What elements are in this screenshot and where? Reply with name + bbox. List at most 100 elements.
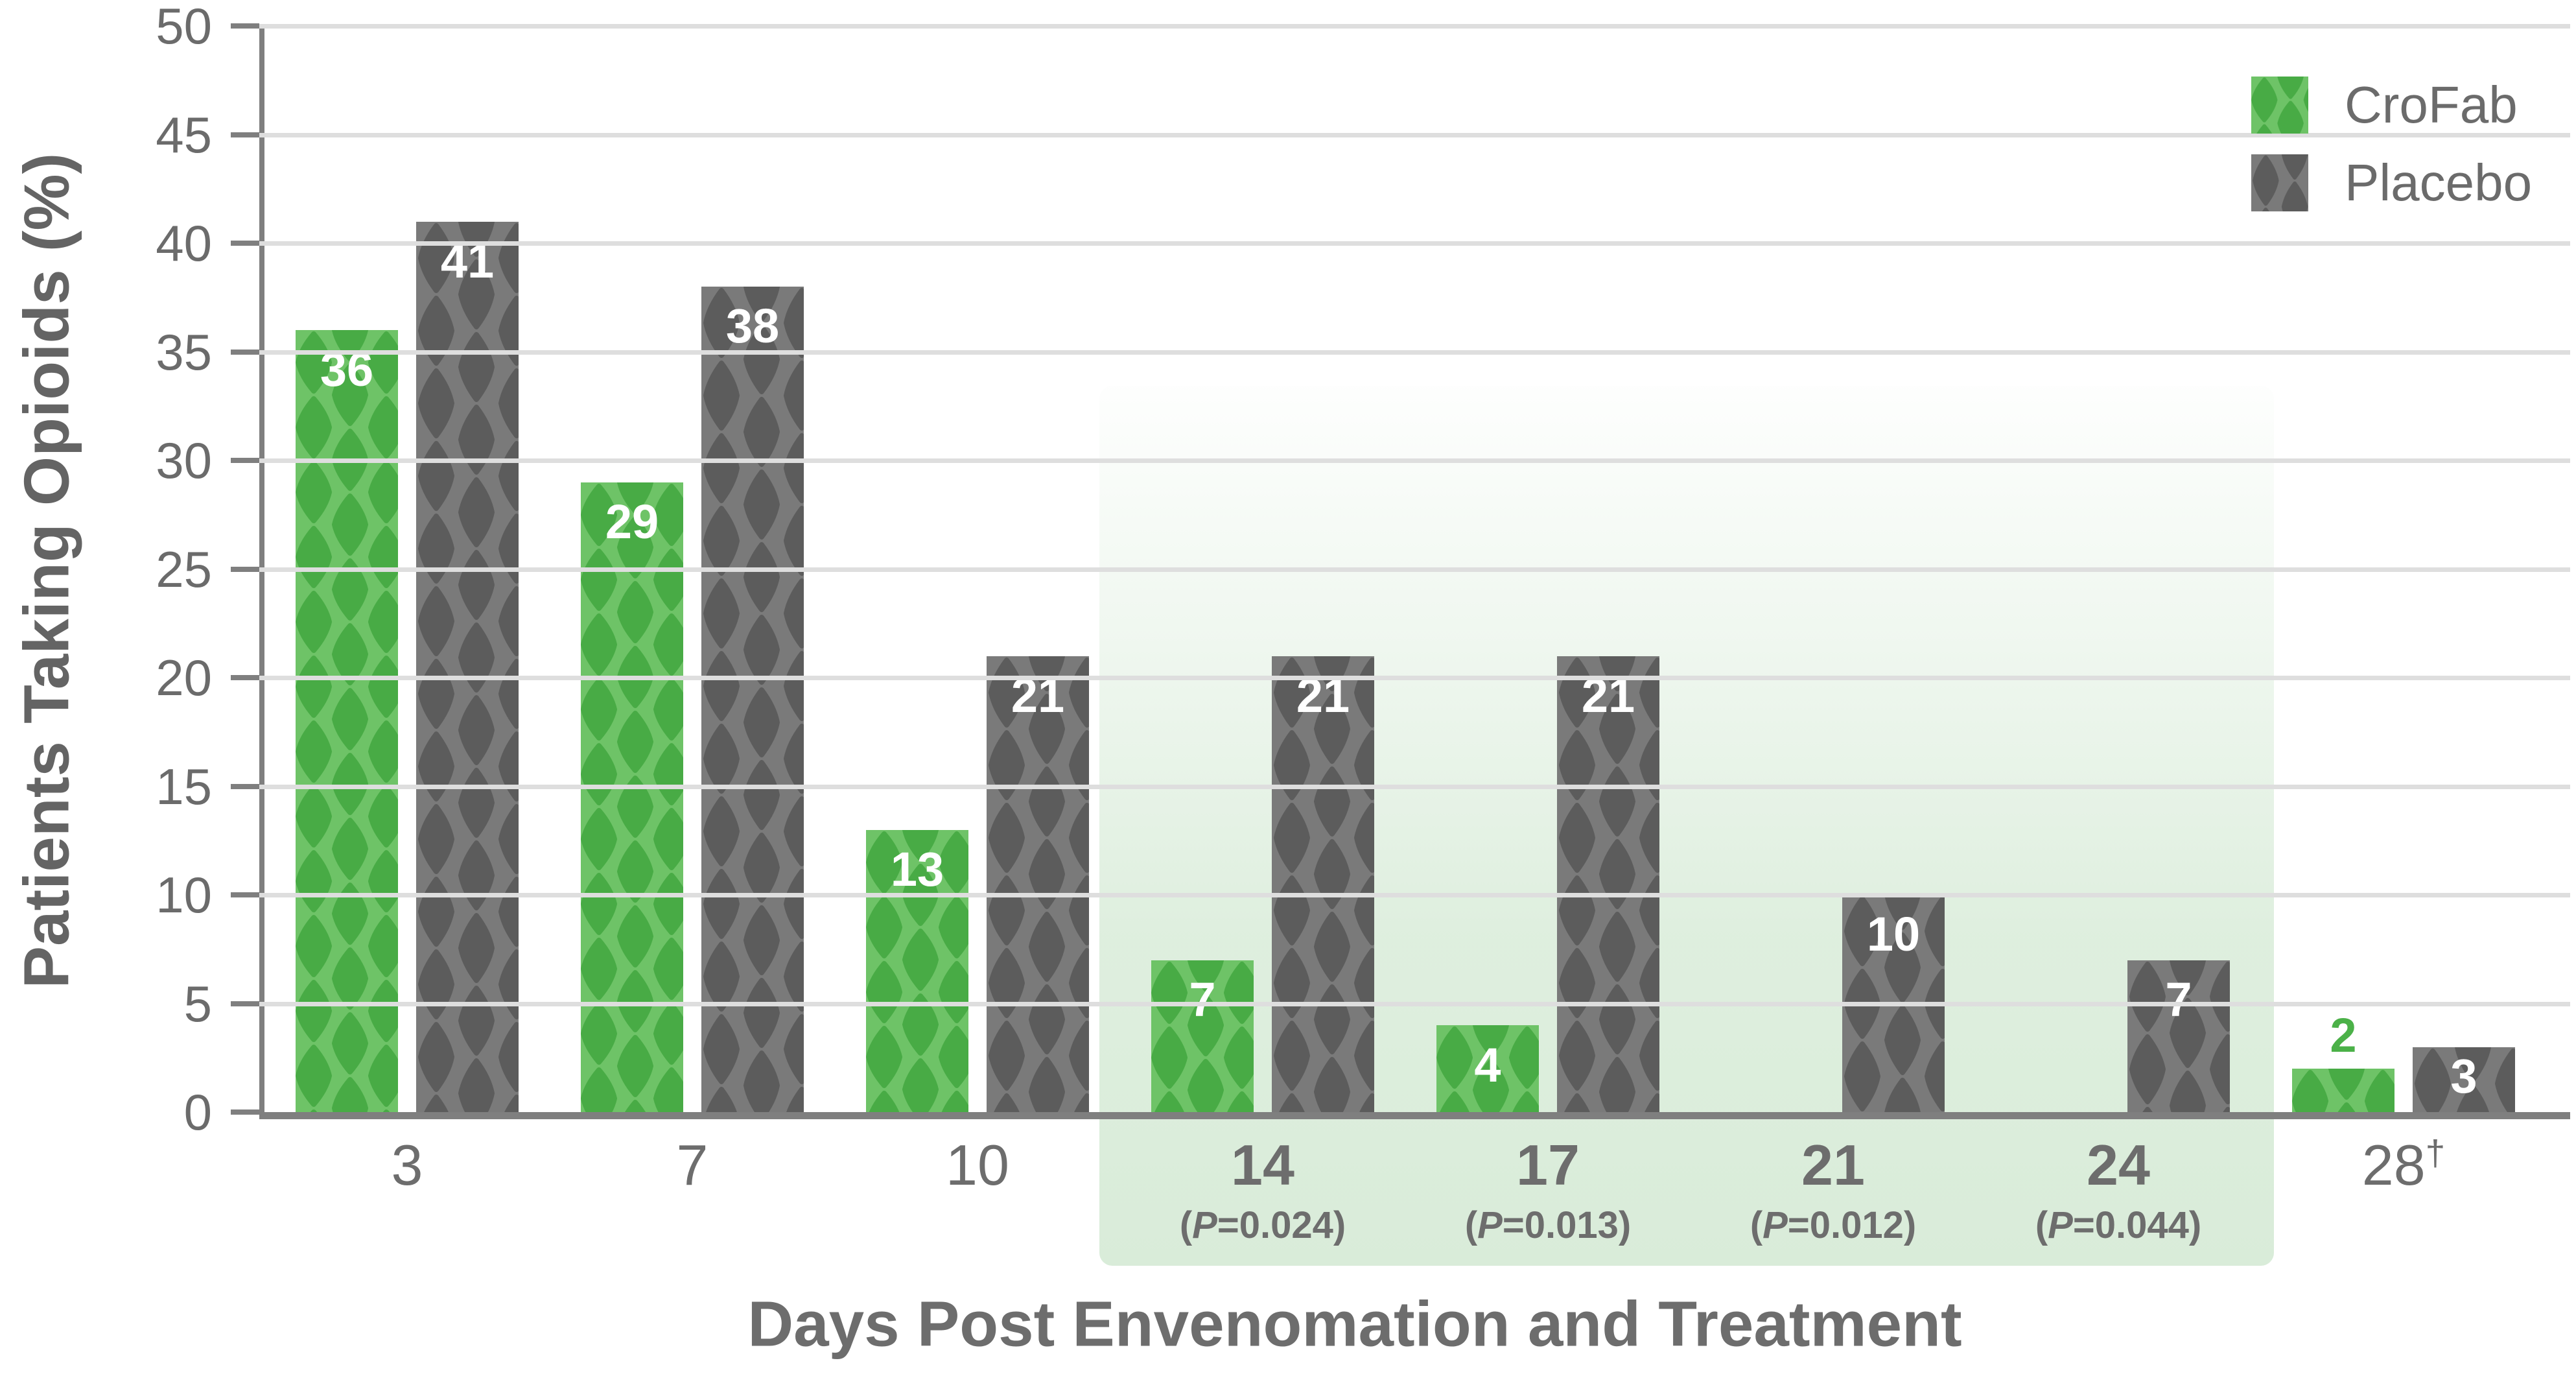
bar-pattern [2413,1047,2515,1112]
p-italic: P [1477,1204,1503,1246]
bar-pattern [1272,656,1374,1112]
p-value-label: (P=0.013) [1464,1204,1632,1246]
gridline [259,241,2570,246]
bar-value-label: 2 [2330,1008,2357,1062]
bar-crofab-day-7: 29 [581,482,683,1112]
bar-placebo-day-7: 38 [701,287,804,1112]
gridline [259,1001,2570,1006]
bar-value-label: 10 [1866,907,1921,961]
bar-pattern [2127,960,2230,1112]
x-tick-label: 21 [1801,1133,1865,1197]
y-tick-mark [231,23,259,29]
bar-pattern [1557,656,1659,1112]
gridline [259,893,2570,897]
category-group-14: 7 21 14 (P=0.024) [1120,26,1405,1244]
legend: CroFab Placebo [2251,77,2532,211]
gridline [259,132,2570,137]
category-group-10: 13 21 10 [835,26,1120,1194]
bar-value-label: 4 [1474,1038,1501,1092]
y-tick-label: 10 [156,866,212,923]
bar-pattern [701,287,804,1112]
x-tick-label: 14 [1231,1133,1294,1197]
category-group-24: 7 24 (P=0.044) [1976,26,2261,1244]
plot-area: 36 41 3 29 38 7 13 21 10 7 21 14 (P=0.024) 4 21 17 (P=0.… [231,23,2570,1244]
y-tick-mark [231,566,259,572]
x-axis-category-label: 14 (P=0.024) [1120,1112,1405,1244]
y-tick-label: 30 [156,432,212,489]
gridline [259,24,2570,29]
bar-value-label: 3 [2450,1049,2477,1103]
p-italic: P [1192,1204,1217,1246]
p-italic: P [1762,1204,1788,1246]
bar-value-label: 7 [2165,972,2192,1026]
bar-crofab-day-28: 2 [2292,1012,2395,1112]
y-tick-mark [231,783,259,789]
y-tick-label: 0 [183,1084,212,1141]
legend-label-placebo: Placebo [2345,154,2533,211]
x-tick-label: 24 [2087,1133,2150,1197]
x-axis-category-label: 3 [264,1112,550,1194]
bar-pattern [1436,1025,1539,1112]
bar-crofab-day-10: 13 [866,829,968,1112]
x-axis-category-label: 28† [2261,1112,2546,1194]
gridline [259,567,2570,572]
legend-item-placebo: Placebo [2251,154,2532,211]
bar-pattern [296,330,398,1112]
p-value-label: (P=0.044) [2035,1204,2202,1246]
x-axis-category-label: 10 [835,1112,1120,1194]
bar-crofab-day-3: 36 [296,330,398,1112]
bar-pattern [416,221,519,1112]
bar-crofab-day-14: 7 [1151,960,1254,1112]
bar-pattern [987,656,1089,1112]
y-tick-mark [231,132,259,137]
x-axis-category-label: 21 (P=0.012) [1691,1112,1976,1244]
bar-crofab-day-17: 4 [1436,1025,1539,1112]
legend-swatch-crofab-icon [2251,77,2308,134]
y-tick-mark [231,892,259,897]
bar-value-label: 13 [890,842,944,896]
y-tick-label: 35 [156,323,212,381]
y-tick-label: 20 [156,649,212,706]
y-tick-mark [231,675,259,680]
legend-label-crofab: CroFab [2345,76,2518,134]
bar-pattern [581,482,683,1112]
p-value-label: (P=0.012) [1750,1204,1917,1246]
legend-item-crofab: CroFab [2251,77,2532,134]
dagger-footnote-marker: † [2425,1132,2446,1173]
category-group-7: 29 38 7 [550,26,835,1194]
y-tick-label: 5 [183,975,212,1032]
x-tick-label: 10 [946,1133,1009,1197]
bar-value-label: 38 [725,299,780,353]
x-tick-label: 7 [676,1133,708,1197]
bar-pattern [2292,1069,2395,1112]
category-group-17: 4 21 17 (P=0.013) [1405,26,1691,1244]
gridline [259,350,2570,355]
legend-swatch-placebo-icon [2251,154,2308,211]
y-tick-label: 15 [156,757,212,815]
bar-placebo-day-17: 21 [1557,656,1659,1112]
bar-value-label: 7 [1189,972,1216,1026]
y-tick-mark [231,458,259,463]
y-tick-mark [231,349,259,355]
y-tick-label: 25 [156,540,212,598]
y-tick-label: 45 [156,106,212,163]
bar-value-label: 29 [605,494,659,549]
bar-pattern [866,829,968,1112]
y-tick-mark [231,241,259,246]
category-group-28: 2 3 28† [2261,26,2546,1194]
x-tick-label: 3 [391,1133,423,1197]
x-tick-label: 28† [2361,1132,2446,1197]
gridline [259,784,2570,789]
x-axis-category-label: 7 [550,1112,835,1194]
p-value-label: (P=0.024) [1179,1204,1346,1246]
bar-placebo-day-24: 7 [2127,960,2230,1112]
y-tick-label: 50 [156,0,212,54]
x-axis-category-label: 24 (P=0.044) [1976,1112,2261,1244]
p-italic: P [2048,1204,2073,1246]
y-tick-mark [231,1109,259,1115]
gridline [259,458,2570,463]
x-tick-label: 17 [1516,1133,1580,1197]
bar-placebo-day-28: 3 [2413,1047,2515,1112]
gridline [259,676,2570,680]
